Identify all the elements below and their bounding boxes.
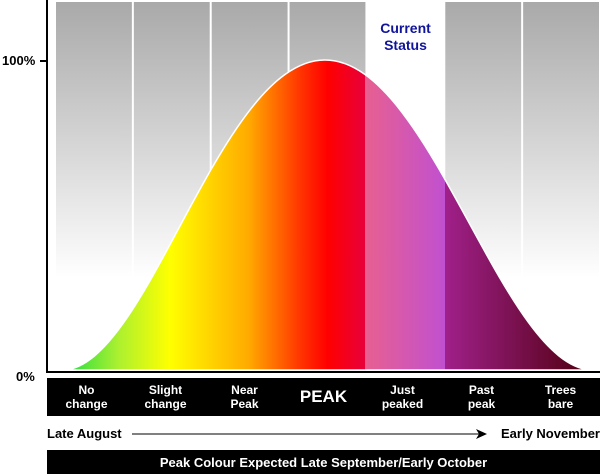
stage-labels-bar: No change Slight change Near Peak PEAK J… [47, 378, 600, 416]
current-status-label: Current Status [380, 20, 431, 53]
timeline-arrowhead-icon [476, 429, 487, 439]
timeline-end: Early November [501, 426, 600, 441]
stage-slight-change: Slight change [144, 383, 187, 411]
timeline: Late August Early November [47, 425, 600, 443]
stage-past-peak: Past peak [467, 383, 496, 411]
stage-just-peaked: Just peaked [381, 383, 424, 411]
stage-near-peak: Near Peak [230, 383, 259, 411]
stage-column [523, 2, 599, 370]
timeline-start: Late August [47, 426, 122, 441]
y-tick-100: 100% [2, 53, 36, 68]
y-tick-0: 0% [16, 369, 35, 384]
foliage-curve [64, 59, 591, 371]
stage-no-change: No change [65, 383, 108, 411]
stage-peak: PEAK [299, 387, 348, 406]
stage-column [56, 2, 132, 370]
stage-trees-bare: Trees bare [544, 383, 577, 411]
peak-expected-banner: Peak Colour Expected Late September/Earl… [47, 450, 600, 474]
